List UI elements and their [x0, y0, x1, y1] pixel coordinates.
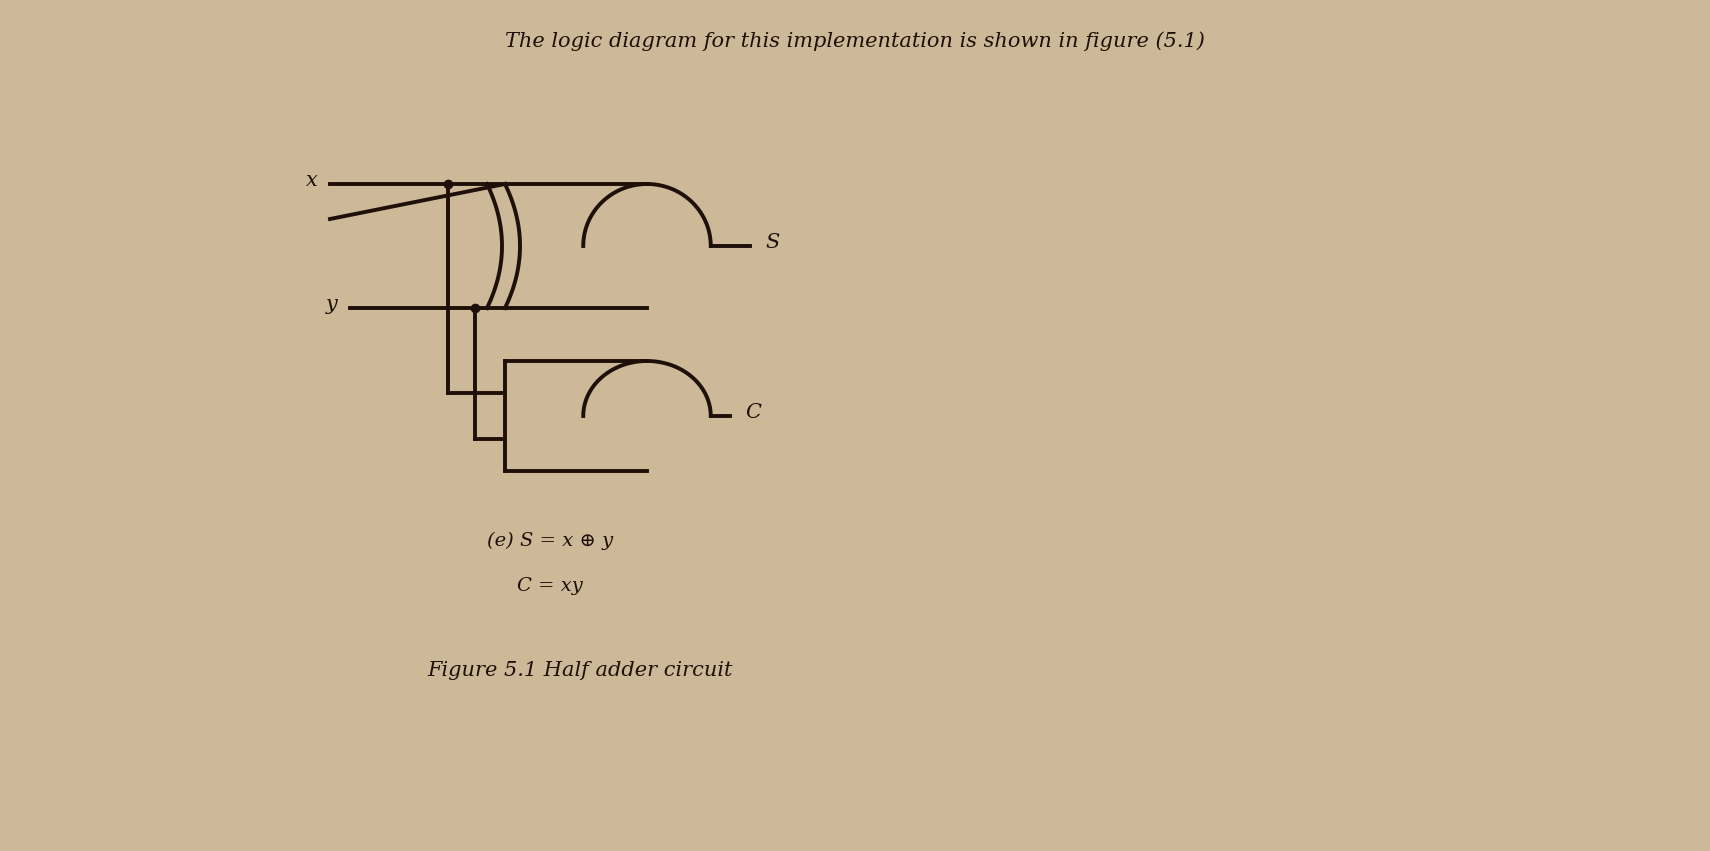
Text: C = xy: C = xy: [516, 577, 583, 595]
Text: y: y: [327, 294, 339, 313]
Text: Figure 5.1 Half adder circuit: Figure 5.1 Half adder circuit: [428, 661, 732, 681]
Text: C: C: [746, 403, 761, 421]
Text: S: S: [764, 232, 780, 252]
Text: x: x: [306, 170, 318, 190]
Text: (e) S = x ⊕ y: (e) S = x ⊕ y: [487, 532, 614, 550]
Text: The logic diagram for this implementation is shown in figure (5.1): The logic diagram for this implementatio…: [504, 31, 1206, 51]
